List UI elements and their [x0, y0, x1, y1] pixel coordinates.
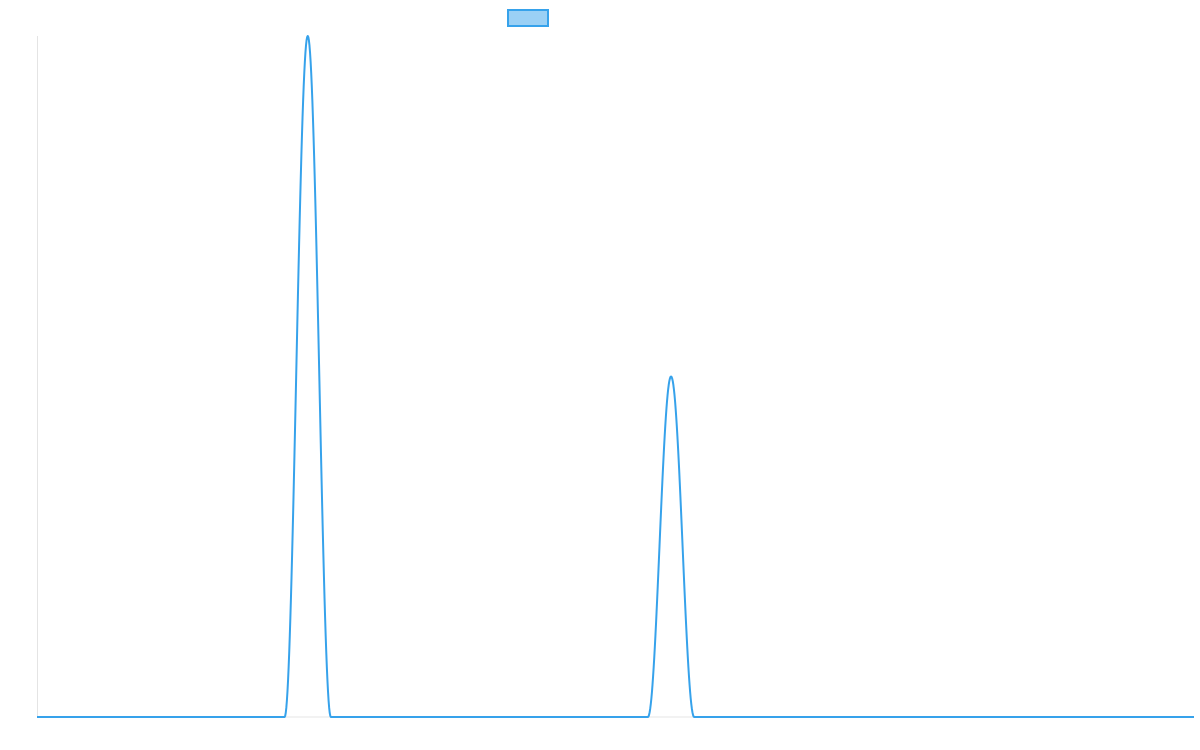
legend-swatch[interactable]: [507, 9, 549, 27]
series-line: [36, 35, 1195, 718]
